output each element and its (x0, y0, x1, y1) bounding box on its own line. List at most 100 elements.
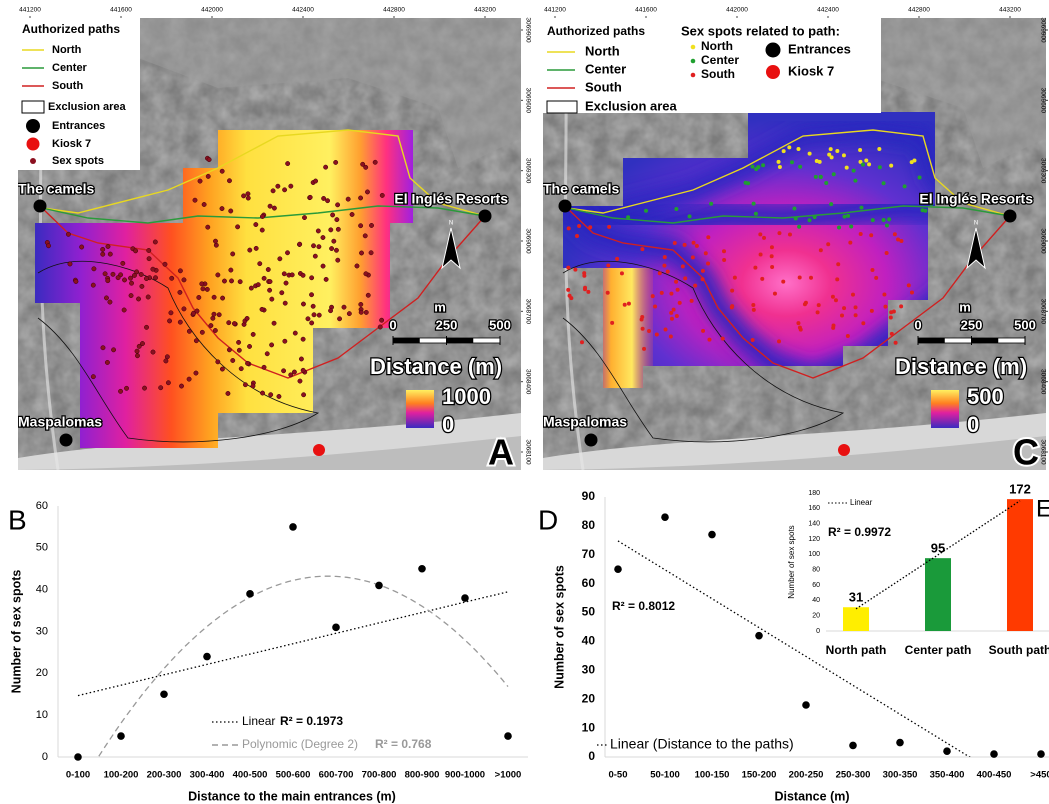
sex-spot (923, 209, 927, 213)
sex-spot (269, 343, 273, 347)
scale-tick-label: 250 (961, 317, 983, 332)
x-tick-label: 200-300 (147, 770, 182, 781)
sex-spot (796, 321, 800, 325)
legend-marker (691, 45, 696, 50)
sex-spot (642, 347, 646, 351)
sex-spot (670, 317, 674, 321)
sex-spot (108, 300, 112, 304)
sex-spot (675, 314, 679, 318)
kiosk (838, 444, 850, 456)
sex-spot (644, 209, 648, 213)
sex-spot (139, 272, 143, 276)
sex-spot (640, 247, 644, 251)
sex-spot (851, 293, 855, 297)
sex-spot (133, 249, 137, 253)
sex-spot (254, 246, 258, 250)
panel-label: B (8, 504, 27, 535)
sex-spot (222, 279, 226, 283)
y-tick-label: 50 (582, 605, 596, 619)
sex-spot (573, 268, 577, 272)
sex-spot (751, 338, 755, 342)
sex-spot (664, 327, 668, 331)
y-tick-label: 70 (582, 547, 596, 561)
legend-title: Authorized paths (547, 24, 645, 38)
sex-spot (777, 160, 781, 164)
sex-spot (610, 321, 614, 325)
coord-label: 3068700 (524, 299, 531, 325)
x-tick-label: 250-300 (836, 770, 871, 781)
sex-spot (683, 243, 687, 247)
sex-spot (903, 184, 907, 188)
sex-spot (826, 242, 830, 246)
data-point (418, 565, 426, 573)
sex-spot (147, 256, 151, 260)
sex-spot (306, 317, 310, 321)
y-tick-label: 50 (36, 542, 48, 554)
sex-spot (336, 227, 340, 231)
sex-spot (831, 326, 835, 330)
sex-spot (197, 295, 201, 299)
sex-spot (227, 179, 231, 183)
sex-spot (229, 279, 233, 283)
y-tick-label: 10 (36, 709, 48, 721)
sex-spot (271, 189, 275, 193)
sex-spot (258, 261, 262, 265)
data-point (74, 753, 82, 761)
sex-spot (662, 264, 666, 268)
scale-tick-label: 250 (436, 317, 458, 332)
sex-spot (893, 232, 897, 236)
entrance (585, 434, 598, 447)
sex-spot (615, 257, 619, 261)
sex-spot (369, 251, 373, 255)
sex-spot (854, 313, 858, 317)
sex-spot (140, 341, 144, 345)
sex-spot (236, 340, 240, 344)
place-label: The camels (18, 181, 94, 197)
x-tick-label: 400-500 (233, 770, 268, 781)
sex-spot (870, 268, 874, 272)
sex-spot (220, 296, 224, 300)
data-point (614, 565, 622, 573)
sex-spot (151, 267, 155, 271)
sex-spot (324, 277, 328, 281)
north-letter: N (449, 221, 453, 227)
sex-spot (129, 281, 133, 285)
north-letter: N (974, 221, 978, 227)
coord-label: 441200 (19, 7, 41, 14)
sex-spot (804, 301, 808, 305)
legend-label: Kiosk 7 (52, 138, 91, 150)
y-tick-label: 0 (588, 749, 595, 763)
sex-spot (678, 301, 682, 305)
sex-spot (230, 252, 234, 256)
y-tick-label: 40 (812, 597, 820, 604)
bar (843, 607, 869, 631)
sex-spot (369, 223, 373, 227)
data-point (461, 594, 469, 602)
y-tick-label: 120 (808, 536, 820, 543)
sex-spot (744, 181, 748, 185)
sex-spot (640, 317, 644, 321)
x-tick-label: 0-50 (608, 770, 627, 781)
sex-spot (249, 286, 253, 290)
sex-spot (301, 273, 305, 277)
sex-spot (163, 262, 167, 266)
sex-spot (582, 274, 586, 278)
sex-spot (753, 266, 757, 270)
legend-label: Polynomic (Degree 2) (242, 737, 358, 751)
value-label: 95 (931, 541, 945, 556)
entrance (34, 200, 47, 213)
sex-spot (777, 231, 781, 235)
coord-label: 3069300 (524, 158, 531, 184)
sex-spot (848, 241, 852, 245)
coord-label: 3069900 (524, 17, 531, 43)
sex-spot (669, 292, 673, 296)
entrance (60, 434, 73, 447)
sex-spot (854, 305, 858, 309)
sex-spot (360, 162, 364, 166)
legend-label: Entrances (52, 120, 105, 132)
sex-spot (135, 354, 139, 358)
r2-label: R² = 0.8012 (612, 599, 675, 613)
sex-spot (373, 160, 377, 164)
legend-label: Linear (Distance to the paths) (610, 736, 794, 752)
